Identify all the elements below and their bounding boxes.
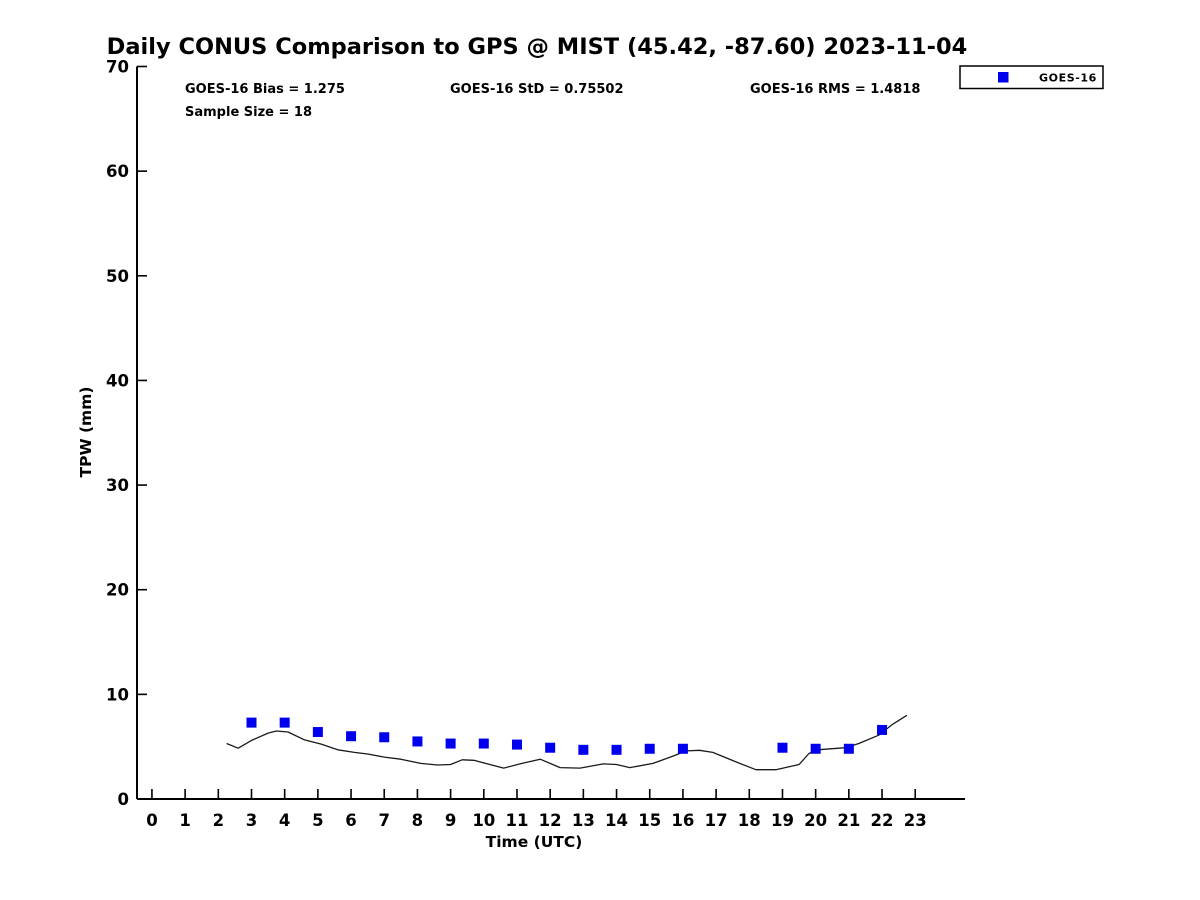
goes16-data-point <box>379 732 390 743</box>
y-tick-label: 0 <box>118 790 129 809</box>
x-tick-label: 20 <box>804 811 827 830</box>
goes16-data-point <box>611 744 622 755</box>
goes16-data-point <box>677 743 688 754</box>
axes: 0 1 2 3 4 5 6 7 8 9 10 11 12 13 14 15 16 17 18 19 20 21 22 2301… <box>106 58 965 830</box>
x-tick-label: 14 <box>605 811 628 830</box>
goes16-data-point <box>412 736 423 747</box>
goes16-data-point <box>810 743 821 754</box>
y-tick-label: 20 <box>106 581 129 600</box>
goes16-data-point <box>511 739 522 750</box>
x-tick-label: 1 <box>179 811 190 830</box>
goes16-data-point <box>312 727 323 738</box>
x-tick-label: 17 <box>705 811 728 830</box>
x-tick-label: 9 <box>445 811 456 830</box>
legend: GOES-16 <box>959 65 1104 90</box>
x-axis-label: Time (UTC) <box>486 833 583 851</box>
x-tick-label: 7 <box>378 811 389 830</box>
goes16-data-point <box>279 717 290 728</box>
goes16-data-point <box>777 742 788 753</box>
x-tick-label: 6 <box>345 811 356 830</box>
x-tick-label: 4 <box>279 811 290 830</box>
goes16-data-point <box>478 738 489 749</box>
y-tick-label: 40 <box>106 371 129 390</box>
x-tick-label: 16 <box>671 811 694 830</box>
goes16-data-point <box>545 742 556 753</box>
x-tick-label: 0 <box>146 811 157 830</box>
goes16-data-point <box>877 724 888 735</box>
legend-entry-label: GOES-16 <box>1039 72 1097 85</box>
x-tick-label: 2 <box>213 811 224 830</box>
goes16-data-point <box>346 731 357 742</box>
x-tick-label: 23 <box>904 811 927 830</box>
x-tick-label: 12 <box>539 811 562 830</box>
stat-sample-size: Sample Size = 18 <box>185 105 312 120</box>
x-tick-label: 15 <box>638 811 661 830</box>
y-tick-label: 70 <box>106 58 129 77</box>
x-tick-label: 11 <box>505 811 528 830</box>
y-tick-label: 50 <box>106 267 129 286</box>
legend-box <box>959 65 1104 90</box>
goes16-data-point <box>644 743 655 754</box>
x-tick-label: 22 <box>871 811 894 830</box>
y-axis-label: TPW (mm) <box>77 387 95 478</box>
x-tick-label: 8 <box>412 811 423 830</box>
stat-rms: GOES-16 RMS = 1.4818 <box>750 82 920 97</box>
x-tick-label: 5 <box>312 811 323 830</box>
x-tick-label: 13 <box>572 811 595 830</box>
y-tick-label: 60 <box>106 162 129 181</box>
goes16-data-point <box>843 743 854 754</box>
x-tick-label: 10 <box>472 811 495 830</box>
stat-bias: GOES-16 Bias = 1.275 <box>185 82 345 97</box>
goes16-data-point <box>246 717 257 728</box>
y-tick-label: 30 <box>106 476 129 495</box>
y-tick-label: 10 <box>106 685 129 704</box>
gps-line <box>226 714 908 771</box>
legend-marker-square-icon <box>998 72 1009 83</box>
x-tick-label: 18 <box>738 811 761 830</box>
x-tick-label: 19 <box>771 811 794 830</box>
goes16-data-point <box>445 738 456 749</box>
plot-area <box>226 714 908 771</box>
chart-title: Daily CONUS Comparison to GPS @ MIST (45… <box>107 34 968 60</box>
x-tick-label: 3 <box>246 811 257 830</box>
goes16-data-point <box>578 744 589 755</box>
x-tick-label: 21 <box>837 811 860 830</box>
stat-std: GOES-16 StD = 0.75502 <box>450 82 624 97</box>
